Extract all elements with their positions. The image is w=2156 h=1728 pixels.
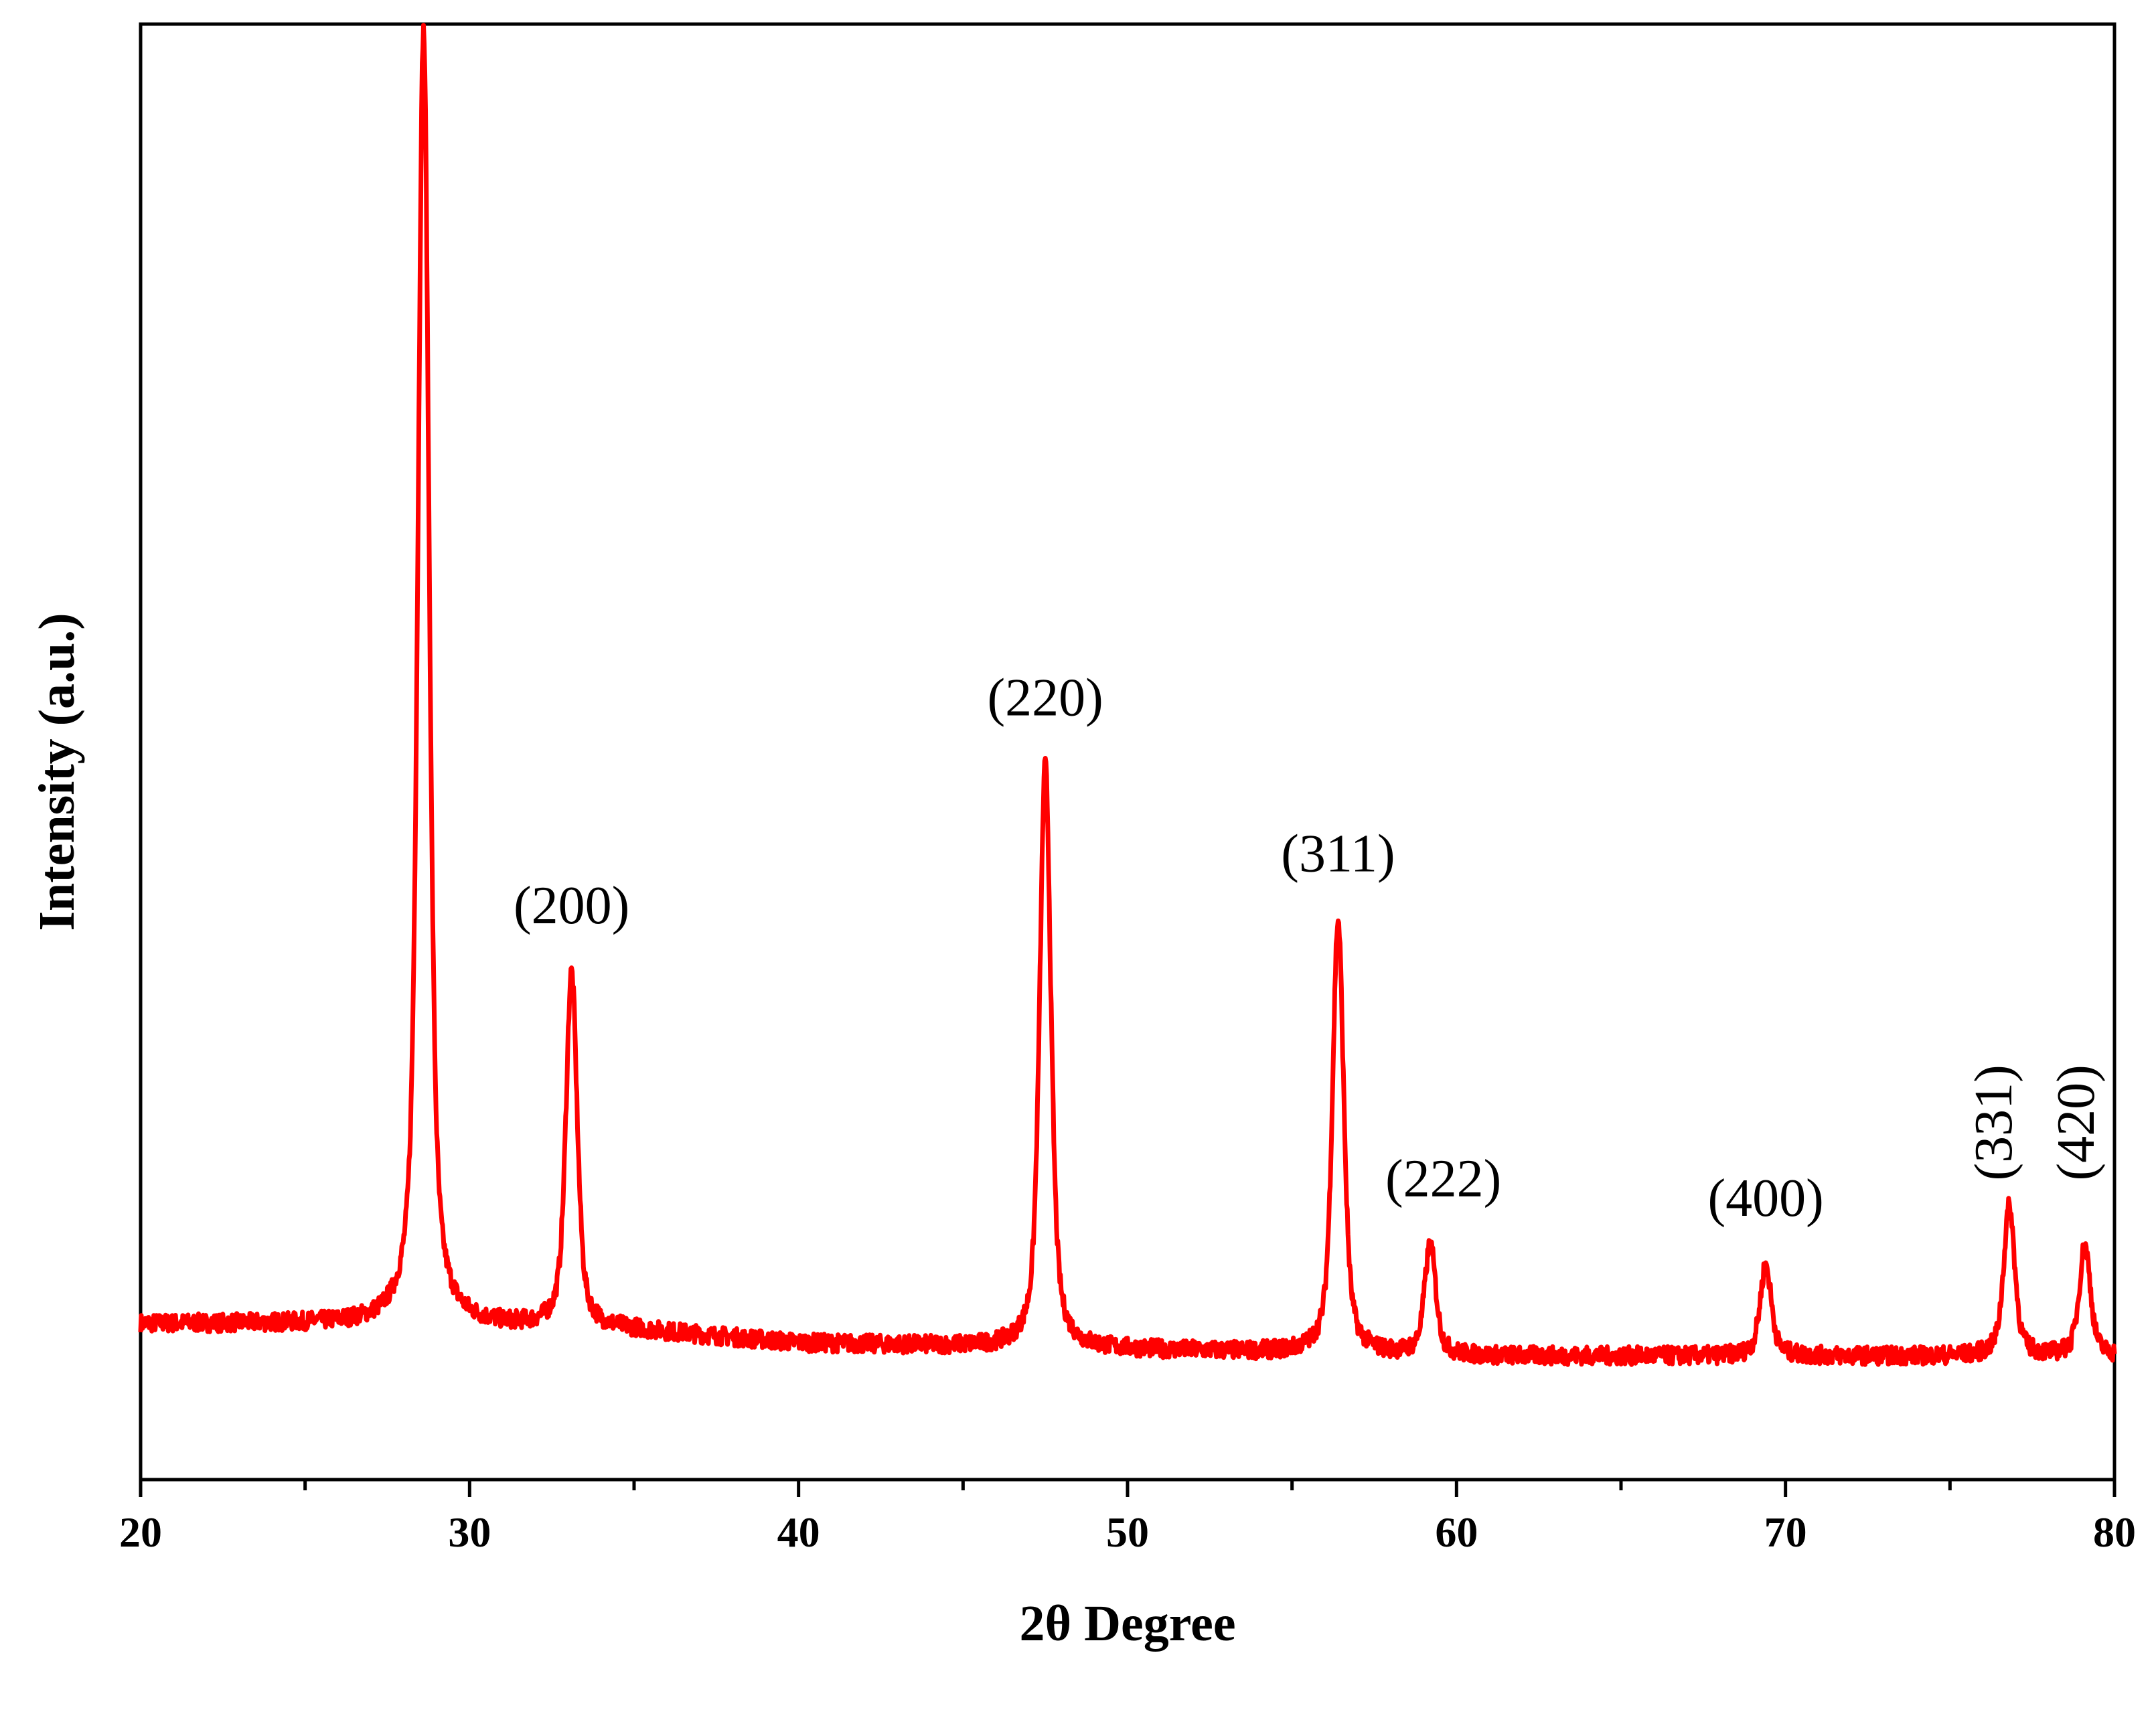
- x-tick-label: 20: [119, 1508, 162, 1556]
- peak-label: (220): [988, 669, 1103, 728]
- peak-label: (200): [514, 876, 629, 935]
- peak-label: (311): [1281, 825, 1395, 884]
- x-tick-label: 40: [777, 1508, 820, 1556]
- x-tick-label: 30: [448, 1508, 491, 1556]
- x-tick-label: 80: [2093, 1508, 2136, 1556]
- peak-label: (222): [1385, 1150, 1501, 1208]
- x-axis-ticks: [139, 1480, 2116, 1497]
- peak-label: (420): [2047, 1065, 2106, 1180]
- peak-label: (400): [1708, 1169, 1824, 1228]
- peak-label: (331): [1965, 1065, 2023, 1180]
- peak-annotations: (111)(200)(220)(311)(222)(400)(331)(420): [514, 669, 2106, 1228]
- x-tick-label: 70: [1764, 1508, 1807, 1556]
- x-tick-label: 50: [1106, 1508, 1149, 1556]
- x-axis-tick-labels: 20 30 40 50 60 70 80: [119, 1508, 2136, 1556]
- x-tick-label: 60: [1435, 1508, 1478, 1556]
- plot-frame: [139, 22, 2116, 1482]
- y-axis-title: Intensity (a.u.): [29, 613, 85, 931]
- series-line: [138, 23, 2117, 1367]
- x-axis-title: 2θ Degree: [1019, 1595, 1235, 1652]
